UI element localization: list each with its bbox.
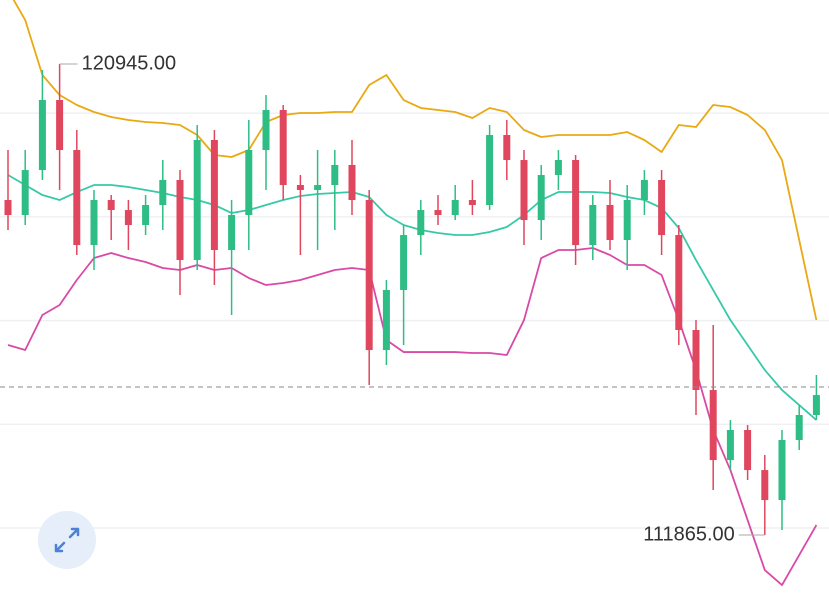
- candle-body: [176, 179, 184, 261]
- candle-body: [434, 210, 442, 216]
- expand-bg[interactable]: [38, 511, 96, 569]
- candle-body: [262, 110, 270, 151]
- candle-body: [692, 330, 700, 391]
- candle-body: [795, 415, 803, 441]
- candle-body: [159, 179, 167, 205]
- candle-body: [778, 440, 786, 501]
- candle-body: [331, 165, 339, 186]
- candle-body: [4, 200, 12, 216]
- band-line: [12, 0, 818, 321]
- candle-body: [314, 185, 322, 191]
- candle-body: [709, 390, 717, 461]
- candle-body: [572, 160, 580, 246]
- markers: 120945.00 111865.00: [0, 52, 829, 545]
- candle-body: [73, 150, 81, 246]
- expand-icon[interactable]: [54, 527, 80, 553]
- candle-body: [142, 204, 150, 226]
- candle-body: [520, 160, 528, 221]
- candle-body: [90, 200, 98, 246]
- candle-body: [228, 215, 236, 251]
- candle-body: [56, 100, 64, 151]
- candles: [4, 64, 820, 536]
- candle-body: [210, 140, 218, 251]
- candle-body: [675, 235, 683, 331]
- candle-body: [400, 235, 408, 291]
- band-line: [7, 174, 817, 421]
- expand-button[interactable]: [38, 511, 96, 569]
- candle-body: [503, 135, 511, 161]
- low-marker-label: 111865.00: [643, 523, 735, 545]
- candle-body: [193, 140, 201, 261]
- candle-body: [537, 175, 545, 221]
- candle-body: [726, 430, 734, 461]
- candle-body: [38, 100, 46, 171]
- candle-body: [451, 200, 459, 216]
- candle-body: [606, 204, 614, 241]
- candle-body: [658, 179, 666, 236]
- candle-body: [21, 170, 29, 216]
- candle-body: [554, 160, 562, 176]
- candle-body: [365, 200, 373, 351]
- candle-body: [348, 165, 356, 201]
- candle-body: [245, 150, 253, 216]
- candle-body: [124, 210, 132, 226]
- grid: [0, 112, 829, 529]
- candle-body: [468, 200, 476, 205]
- high-marker-label: 120945.00: [82, 52, 177, 74]
- candle-body: [744, 430, 752, 471]
- candle-body: [417, 210, 425, 236]
- candle-body: [640, 179, 648, 201]
- candle-body: [107, 200, 115, 211]
- candle-body: [589, 204, 597, 246]
- candle-body: [623, 200, 631, 241]
- candle-body: [279, 110, 287, 186]
- candle-body: [761, 470, 769, 501]
- candle-body: [296, 185, 304, 191]
- candle-body: [812, 395, 820, 416]
- candle-body: [382, 290, 390, 351]
- candle-body: [486, 135, 494, 205]
